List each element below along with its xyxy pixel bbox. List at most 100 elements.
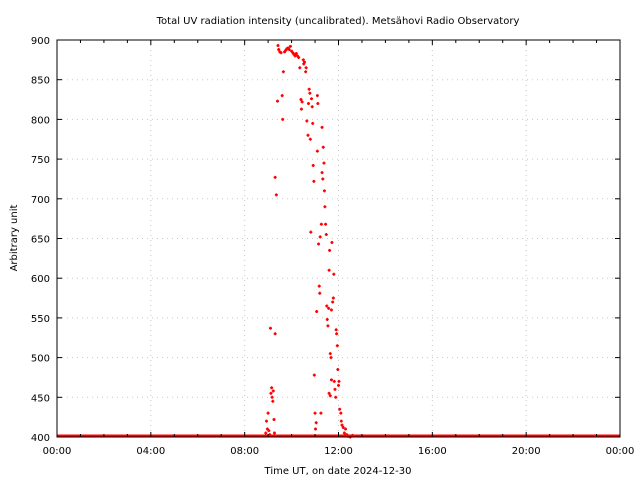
data-point [324, 233, 328, 237]
y-tick-label: 700 [31, 195, 50, 206]
y-tick-label: 400 [31, 433, 50, 444]
data-point [335, 332, 339, 336]
data-point [273, 332, 277, 336]
y-tick-label: 600 [31, 274, 50, 285]
data-point [340, 423, 344, 427]
data-point [299, 107, 303, 111]
x-tick-label: 00:00 [43, 446, 72, 457]
data-point [279, 51, 283, 55]
data-point [312, 373, 316, 377]
data-point [317, 242, 321, 246]
data-point [318, 235, 322, 239]
data-point [267, 429, 271, 433]
x-tick-label: 08:00 [230, 446, 259, 457]
data-point [315, 149, 319, 153]
data-point [332, 272, 336, 276]
data-point [270, 386, 274, 390]
data-point [274, 193, 278, 197]
data-point [277, 48, 281, 52]
y-tick-label: 750 [31, 155, 50, 166]
data-point [268, 326, 272, 330]
data-point [331, 300, 335, 304]
data-point [308, 91, 312, 95]
y-tick-label: 450 [31, 393, 50, 404]
data-point [281, 70, 285, 74]
data-point [266, 411, 270, 415]
data-point [272, 418, 276, 422]
data-point [328, 394, 332, 398]
data-point [300, 100, 304, 104]
data-point [326, 324, 330, 328]
data-point [301, 58, 305, 62]
data-point [309, 230, 313, 234]
data-point [322, 189, 326, 193]
data-point [272, 431, 276, 435]
data-point [329, 378, 333, 382]
data-point [327, 306, 331, 310]
x-tick-label: 20:00 [512, 446, 541, 457]
data-point [337, 383, 340, 387]
data-point [264, 431, 268, 435]
data-point [324, 222, 328, 226]
data-point [338, 407, 342, 411]
chart-title: Total UV radiation intensity (uncalibrat… [156, 16, 520, 27]
data-point [329, 308, 333, 312]
data-point [294, 51, 298, 55]
data-point [314, 421, 318, 425]
data-point [319, 411, 323, 415]
data-point [281, 117, 285, 121]
data-point [315, 94, 319, 98]
data-point [311, 121, 315, 125]
y-tick-label: 850 [31, 76, 50, 87]
data-point [313, 411, 317, 415]
data-point [270, 395, 274, 399]
data-point [327, 391, 331, 395]
data-point [308, 137, 312, 141]
data-point [298, 66, 302, 70]
data-point [297, 55, 301, 59]
data-point [334, 328, 338, 332]
data-point [325, 304, 329, 308]
data-point [341, 425, 345, 429]
y-tick-label: 650 [31, 235, 50, 246]
data-point [276, 99, 280, 103]
data-point [302, 60, 306, 64]
data-point [280, 94, 284, 98]
data-point [264, 419, 268, 423]
data-point [323, 205, 327, 209]
y-tick-label: 800 [31, 115, 50, 126]
data-point [269, 391, 273, 395]
data-point [320, 125, 324, 129]
data-point [339, 419, 343, 423]
data-point [328, 352, 332, 356]
data-point [325, 317, 329, 321]
data-point [344, 427, 348, 431]
data-point [311, 163, 315, 167]
data-point [336, 368, 340, 372]
data-point [342, 431, 346, 435]
data-point [271, 389, 275, 393]
data-point [287, 48, 291, 52]
data-point [319, 222, 323, 226]
data-point [332, 379, 336, 383]
y-tick-label: 550 [31, 314, 50, 325]
data-point [328, 248, 332, 252]
data-point [304, 70, 308, 74]
data-point [268, 433, 272, 437]
data-point [273, 175, 277, 179]
data-point [314, 427, 318, 431]
data-point [318, 291, 322, 295]
data-point [306, 133, 310, 137]
data-point [305, 119, 309, 123]
data-point [333, 387, 337, 391]
axis-ticks: 400 450 500 550 600 650 700 750 800 850 900 00:00 04… [31, 36, 635, 457]
x-axis-label: Time UT, on date 2024-12-30 [264, 466, 412, 477]
data-point [321, 177, 325, 181]
data-point [312, 179, 316, 183]
data-point [271, 399, 275, 403]
data-point [327, 268, 331, 272]
data-point [335, 344, 339, 348]
data-point [337, 379, 341, 383]
data-point [321, 145, 325, 149]
